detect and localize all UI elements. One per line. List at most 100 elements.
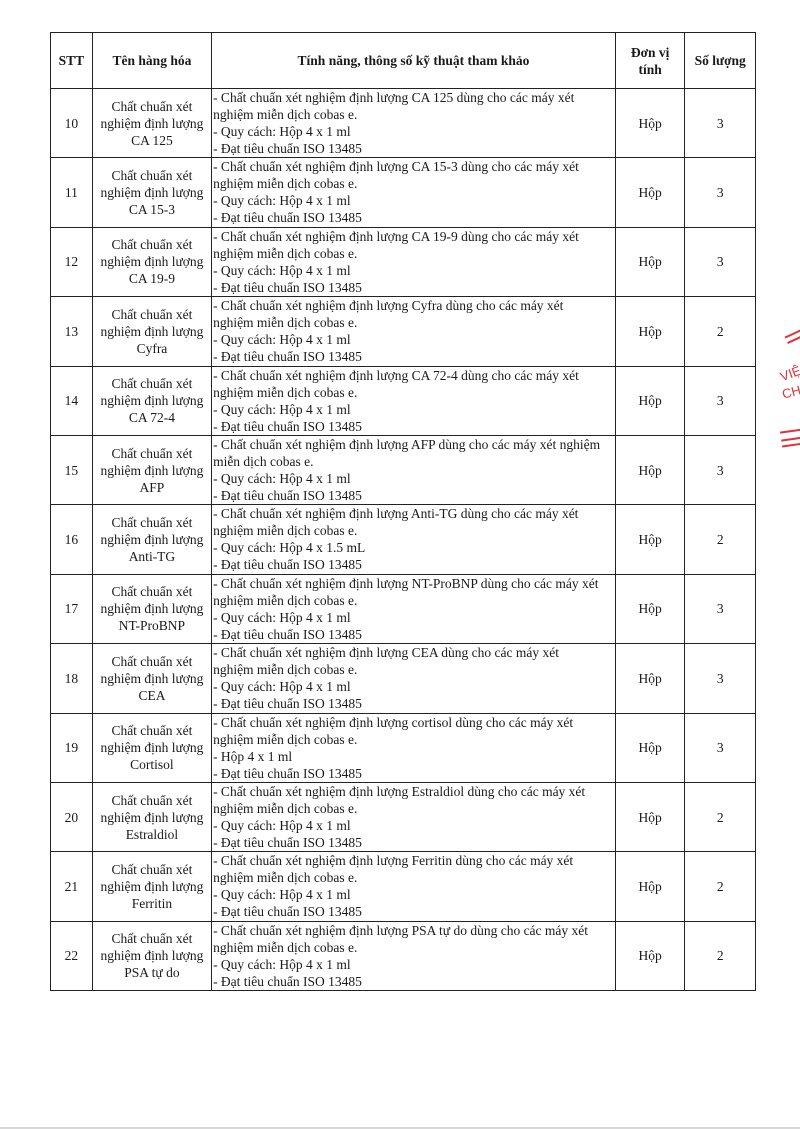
scan-edge — [0, 1127, 800, 1129]
cell-unit: Hộp — [614, 712, 686, 783]
name-line: CA 125 — [131, 132, 173, 148]
table-row: 12 Chất chuẩn xét nghiệm định lượng CA 19-9… — [50, 226, 756, 298]
table-row: 16 Chất chuẩn xét nghiệm định lượng Anti-TG… — [50, 504, 756, 575]
spec-line: - Quy cách: Hộp 4 x 1 ml — [213, 609, 351, 625]
cell-name: Chất chuẩn xét nghiệm định lượng Cortisol — [91, 712, 213, 783]
table-row: 17 Chất chuẩn xét nghiệm định lượng NT-ProB… — [50, 573, 756, 645]
name-line: Chất chuẩn xét — [111, 931, 193, 947]
cell-unit: Hộp — [614, 87, 686, 159]
name-line: Chất chuẩn xét — [111, 376, 193, 392]
red-stamp-fragment: VIỆ CHÍ — [768, 318, 800, 468]
spec-line: nghiệm miễn dịch cobas e. — [213, 592, 358, 608]
cell-name: Chất chuẩn xét nghiệm định lượng PSA tự do — [91, 920, 213, 992]
name-line: Ferritin — [131, 895, 173, 911]
spec-line: - Chất chuẩn xét nghiệm định lượng Cyfra… — [213, 298, 564, 314]
name-line: nghiệm định lượng — [100, 462, 204, 478]
cell-qty: 3 — [684, 573, 756, 645]
name-line: Chất chuẩn xét — [111, 168, 193, 184]
spec-line: - Quy cách: Hộp 4 x 1 ml — [213, 401, 351, 417]
spec-line: miễn dịch cobas e. — [213, 453, 314, 469]
spec-line: - Đạt tiêu chuẩn ISO 13485 — [213, 696, 362, 712]
table-row: 20 Chất chuẩn xét nghiệm định lượng Estrald… — [50, 781, 756, 853]
table-row: 19 Chất chuẩn xét nghiệm định lượng Cortiso… — [50, 712, 756, 783]
name-line: Chất chuẩn xét — [111, 98, 193, 114]
name-line: nghiệm định lượng — [100, 323, 204, 339]
name-line: nghiệm định lượng — [100, 670, 204, 686]
spec-line: - Quy cách: Hộp 4 x 1 ml — [213, 262, 351, 278]
cell-stt: 11 — [50, 157, 93, 228]
spec-line: - Đạt tiêu chuẩn ISO 13485 — [213, 904, 362, 920]
name-line: Chất chuẩn xét — [111, 237, 193, 253]
name-line: PSA tự do — [124, 965, 180, 981]
spec-line: - Đạt tiêu chuẩn ISO 13485 — [213, 141, 362, 156]
name-line: Chất chuẩn xét — [111, 445, 193, 461]
cell-unit: Hộp — [614, 157, 686, 228]
name-line: nghiệm định lượng — [100, 878, 204, 894]
cell-stt: 19 — [50, 712, 93, 783]
spec-line: - Chất chuẩn xét nghiệm định lượng Anti-… — [213, 506, 579, 522]
spec-line: - Quy cách: Hộp 4 x 1 ml — [213, 470, 351, 486]
spec-line: - Chất chuẩn xét nghiệm định lượng NT-Pr… — [213, 575, 599, 591]
spec-line: - Đạt tiêu chuẩn ISO 13485 — [213, 210, 362, 226]
name-line: Chất chuẩn xét — [111, 653, 193, 669]
spec-line: - Quy cách: Hộp 4 x 1 ml — [213, 332, 351, 348]
cell-stt: 18 — [50, 643, 93, 714]
spec-line: - Đạt tiêu chuẩn ISO 13485 — [213, 834, 362, 850]
spec-line: - Quy cách: Hộp 4 x 1 ml — [213, 956, 351, 972]
cell-stt: 14 — [50, 365, 93, 436]
cell-qty: 3 — [684, 712, 756, 783]
name-line: nghiệm định lượng — [100, 532, 204, 548]
header-unit: Đơn vị tính — [614, 32, 686, 89]
spec-line: nghiệm miễn dịch cobas e. — [213, 939, 358, 955]
cell-stt: 12 — [50, 226, 93, 298]
name-line: Cortisol — [130, 757, 174, 773]
spec-line: - Quy cách: Hộp 4 x 1.5 mL — [213, 540, 366, 556]
cell-name: Chất chuẩn xét nghiệm định lượng CA 19-9 — [91, 226, 213, 298]
spec-line: - Chất chuẩn xét nghiệm định lượng CA 19… — [213, 228, 579, 244]
cell-spec: - Chất chuẩn xét nghiệm định lượng corti… — [211, 712, 616, 783]
table-row: 22 Chất chuẩn xét nghiệm định lượng PSA tự … — [50, 920, 756, 992]
spec-line: - Hộp 4 x 1 ml — [213, 748, 293, 764]
spec-line: nghiệm miễn dịch cobas e. — [213, 731, 358, 747]
cell-name: Chất chuẩn xét nghiệm định lượng AFP — [91, 434, 213, 506]
cell-name: Chất chuẩn xét nghiệm định lượng CA 125 — [91, 87, 213, 159]
header-qty: Số lượng — [684, 32, 756, 89]
name-line: CA 72-4 — [128, 410, 175, 426]
name-line: nghiệm định lượng — [100, 393, 204, 409]
header-name: Tên hàng hóa — [91, 32, 213, 89]
cell-unit: Hộp — [614, 643, 686, 714]
header-spec: Tính năng, thông số kỹ thuật tham khảo — [211, 32, 616, 89]
cell-spec: - Chất chuẩn xét nghiệm định lượng AFP d… — [211, 434, 616, 506]
cell-stt: 16 — [50, 504, 93, 575]
spec-line: nghiệm miễn dịch cobas e. — [213, 523, 358, 539]
name-line: NT-ProBNP — [118, 618, 186, 634]
cell-unit: Hộp — [614, 573, 686, 645]
name-line: Chất chuẩn xét — [111, 723, 193, 739]
name-line: nghiệm định lượng — [100, 809, 204, 825]
spec-line: - Chất chuẩn xét nghiệm định lượng PSA t… — [213, 922, 589, 938]
name-line: nghiệm định lượng — [100, 185, 204, 201]
name-line: Chất chuẩn xét — [111, 515, 193, 531]
spec-line: - Quy cách: Hộp 4 x 1 ml — [213, 193, 351, 209]
table-row: 14 Chất chuẩn xét nghiệm định lượng CA 72-4… — [50, 365, 756, 436]
cell-qty: 3 — [684, 365, 756, 436]
cell-spec: - Chất chuẩn xét nghiệm định lượng CEA d… — [211, 643, 616, 714]
spec-line: nghiệm miễn dịch cobas e. — [213, 800, 358, 816]
header-unit-line: Đơn vị — [630, 44, 670, 60]
spec-line: nghiệm miễn dịch cobas e. — [213, 176, 358, 192]
spec-line: - Đạt tiêu chuẩn ISO 13485 — [213, 349, 362, 365]
cell-qty: 3 — [684, 87, 756, 159]
spec-line: - Chất chuẩn xét nghiệm định lượng AFP d… — [213, 436, 601, 452]
cell-stt: 17 — [50, 573, 93, 645]
name-line: CEA — [138, 687, 166, 703]
cell-stt: 20 — [50, 781, 93, 853]
cell-name: Chất chuẩn xét nghiệm định lượng CA 72-4 — [91, 365, 213, 436]
name-line: Chất chuẩn xét — [111, 861, 193, 877]
table-row: 10 Chất chuẩn xét nghiệm định lượng CA 125-… — [50, 87, 756, 159]
cell-name: Chất chuẩn xét nghiệm định lượng Anti-TG — [91, 504, 213, 575]
stamp-text: VIỆ — [778, 362, 800, 385]
cell-qty: 3 — [684, 643, 756, 714]
cell-qty: 2 — [684, 920, 756, 992]
spec-line: nghiệm miễn dịch cobas e. — [213, 245, 358, 261]
spec-line: - Đạt tiêu chuẩn ISO 13485 — [213, 765, 362, 781]
